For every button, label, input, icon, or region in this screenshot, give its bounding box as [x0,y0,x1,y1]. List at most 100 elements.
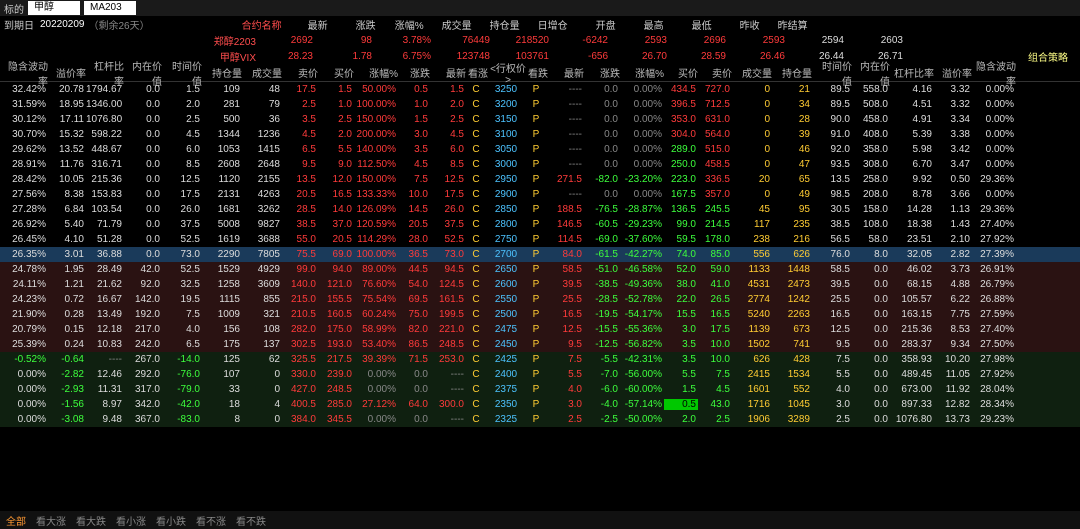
col-hdr[interactable]: 持仓量 [204,65,244,80]
cell: -29.23% [620,219,664,230]
option-row[interactable]: 25.39%0.2410.83242.06.5175137302.5193.05… [0,337,1080,352]
col-hdr[interactable]: 成交量 [244,65,284,80]
strike[interactable]: 2700 [488,249,526,260]
strike[interactable]: 2850 [488,204,526,215]
cell: 79 [242,99,282,110]
cell: 25.5 [548,294,584,305]
cell: 188.5 [548,204,584,215]
strike[interactable]: 2475 [488,324,526,335]
option-row[interactable]: 0.00%-2.8212.46292.0-76.01070330.0239.00… [0,367,1080,382]
target-select[interactable]: 甲醇 [28,1,80,15]
strike[interactable]: 2900 [488,189,526,200]
strike[interactable]: 3200 [488,99,526,110]
contract-name[interactable]: 甲醇VIX [204,49,256,64]
col-hdr[interactable]: 溢价率 [50,65,88,80]
contract-name[interactable]: 郑醇2203 [204,33,256,48]
option-row[interactable]: 21.90%0.2813.49192.07.51009321210.5160.5… [0,307,1080,322]
contract-val: 3.78% [374,35,433,46]
option-row[interactable]: 30.12%17.111076.800.02.5500363.52.5150.0… [0,112,1080,127]
strike[interactable]: 2950 [488,174,526,185]
strike[interactable]: 2350 [488,399,526,410]
col-hdr[interactable]: 买价 [666,65,700,80]
option-row[interactable]: 0.00%-3.089.48367.0-83.080384.0345.50.00… [0,412,1080,427]
col-hdr[interactable]: 涨跌 [586,65,622,80]
option-row[interactable]: 0.00%-2.9311.31317.0-79.0330427.0248.50.… [0,382,1080,397]
cell: 38.0 [664,279,698,290]
cell: 727.0 [698,84,732,95]
cell: 0.00% [620,129,664,140]
cell: 29.36% [972,174,1016,185]
cell: 39.5 [812,279,852,290]
option-row[interactable]: 24.23%0.7216.67142.019.51115855215.0155.… [0,292,1080,307]
col-hdr[interactable]: 涨幅% [356,65,400,80]
cell: 59.5 [664,234,698,245]
strike[interactable]: 3000 [488,159,526,170]
strike[interactable]: 3150 [488,114,526,125]
tab-no-up[interactable]: 看不涨 [196,513,226,528]
col-hdr[interactable]: 买价 [320,65,356,80]
col-hdr[interactable]: 溢价率 [936,65,974,80]
cell: 0.00% [972,189,1016,200]
tab-small-up[interactable]: 看小涨 [116,513,146,528]
col-hdr-mid[interactable]: 看跌 [528,65,550,80]
strike[interactable]: 2325 [488,414,526,425]
col-hdr[interactable]: 卖价 [284,65,320,80]
cell: 121.0 [318,279,354,290]
option-row[interactable]: 24.78%1.9528.4942.052.51529492999.094.08… [0,262,1080,277]
option-row[interactable]: 27.28%6.84103.540.026.01681326228.514.01… [0,202,1080,217]
strike[interactable]: 2650 [488,264,526,275]
cell: 193.0 [318,339,354,350]
option-row[interactable]: 20.79%0.1512.18217.04.0156108282.0175.05… [0,322,1080,337]
cell: 52.5 [162,234,202,245]
option-row[interactable]: 26.35%3.0136.880.073.02290780575.569.010… [0,247,1080,262]
cell: 20.5 [282,189,318,200]
option-row[interactable]: 32.42%20.781794.670.01.51094817.51.550.0… [0,82,1080,97]
cell: 117 [732,219,772,230]
col-hdr[interactable]: 涨幅% [622,65,666,80]
option-row[interactable]: -0.52%-0.64----267.0-14.012562325.5217.5… [0,352,1080,367]
cell: -57.14% [620,399,664,410]
contract-val: 2594 [787,35,846,46]
strike[interactable]: 3100 [488,129,526,140]
option-row[interactable]: 30.70%15.32598.220.04.5134412364.52.0200… [0,127,1080,142]
option-row[interactable]: 26.45%4.1051.280.052.51619368855.020.511… [0,232,1080,247]
strike[interactable]: 3250 [488,84,526,95]
option-row[interactable]: 28.91%11.76316.710.08.5260826489.59.0112… [0,157,1080,172]
cell: 71.79 [86,219,124,230]
strike[interactable]: 2750 [488,234,526,245]
option-row[interactable]: 28.42%10.05215.360.012.51120215513.512.0… [0,172,1080,187]
col-hdr[interactable]: 最新 [550,65,586,80]
strike[interactable]: 2550 [488,294,526,305]
strike[interactable]: 2600 [488,279,526,290]
strike[interactable]: 2425 [488,354,526,365]
strike[interactable]: 2800 [488,219,526,230]
option-row[interactable]: 27.56%8.38153.830.017.52131426320.516.51… [0,187,1080,202]
col-hdr[interactable]: 最新 [432,65,468,80]
cell: 5240 [732,309,772,320]
col-hdr[interactable]: 成交量 [734,65,774,80]
strike[interactable]: 2375 [488,384,526,395]
tab-small-down[interactable]: 看小跌 [156,513,186,528]
option-row[interactable]: 0.00%-1.568.97342.0-42.0184400.5285.027.… [0,397,1080,412]
tab-big-up[interactable]: 看大涨 [36,513,66,528]
strike[interactable]: 2500 [488,309,526,320]
strike[interactable]: 2450 [488,339,526,350]
col-hdr[interactable]: 杠杆比率 [892,65,936,80]
cell: 1076.80 [890,414,934,425]
cell: -28.5 [584,294,620,305]
tab-no-down[interactable]: 看不跌 [236,513,266,528]
option-row[interactable]: 26.92%5.4071.790.037.55008982738.537.012… [0,217,1080,232]
option-row[interactable]: 29.62%13.52448.670.06.0105314156.55.5140… [0,142,1080,157]
col-hdr[interactable]: 涨跌 [400,65,432,80]
strike[interactable]: 3050 [488,144,526,155]
tab-all[interactable]: 全部 [6,513,26,528]
col-hdr[interactable]: 持仓量 [774,65,814,80]
col-hdr-mid[interactable]: 看涨 [468,65,490,80]
tab-big-down[interactable]: 看大跌 [76,513,106,528]
strategy-btn[interactable]: 组合策略 [1028,49,1068,64]
col-hdr[interactable]: 卖价 [700,65,734,80]
strike[interactable]: 2400 [488,369,526,380]
option-row[interactable]: 31.59%18.951346.000.02.0281792.51.0100.0… [0,97,1080,112]
option-row[interactable]: 24.11%1.2121.6292.032.512583609140.0121.… [0,277,1080,292]
code-select[interactable]: MA203 [84,1,136,15]
